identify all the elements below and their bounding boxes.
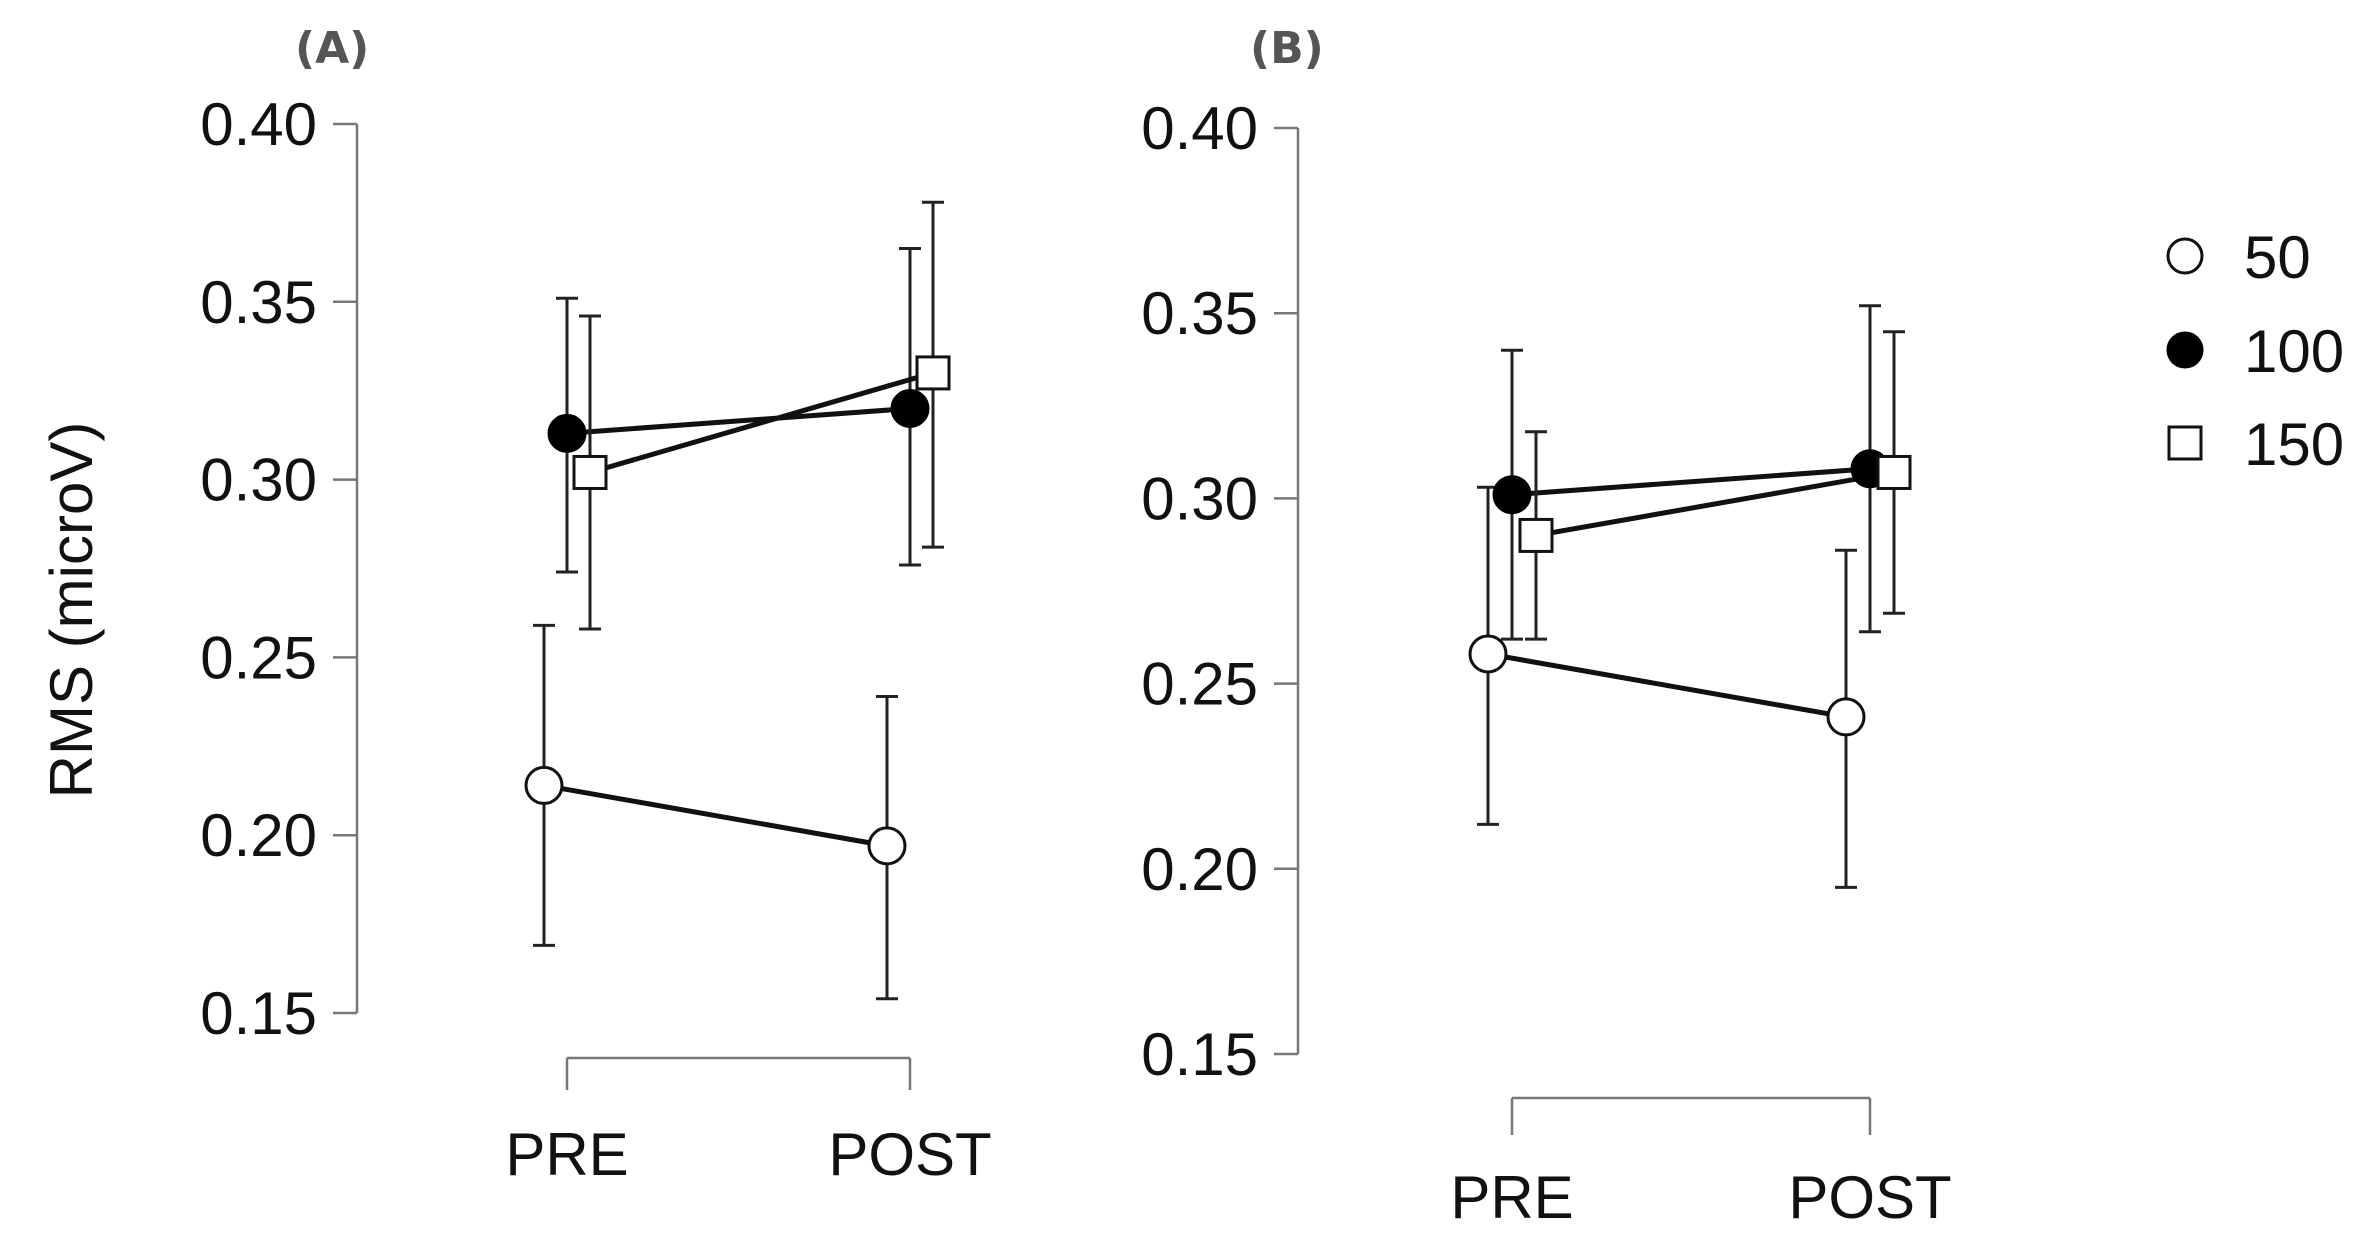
legend: 50 100 150: [2166, 224, 2344, 478]
panel-a-series-100-point-post: [890, 388, 930, 428]
panel-a-y-tick-label: 0.25: [200, 624, 317, 691]
panel-b-x-tick-label-pre: PRE: [1450, 1164, 1573, 1231]
panel-a-series-100-point-pre: [547, 413, 587, 453]
panel-a-series-150-point-post: [915, 355, 951, 391]
panel-a-series-100-line: [566, 405, 911, 436]
panel-b-marks: [1468, 304, 1912, 889]
panel-a-marks: [524, 200, 951, 1001]
legend-label-50: 50: [2244, 224, 2311, 291]
panel-a-series-150-point-pre: [572, 454, 608, 490]
panel-b-y-tick-label: 0.25: [1141, 651, 1258, 718]
panel-b-label: (B): [1250, 23, 1324, 74]
panel-b-axes: 0.15 0.20 0.25 0.30 0.35 0.40 PRE POST: [1141, 95, 1951, 1231]
panel-b-series-100-line: [1511, 466, 1871, 498]
panel-a-y-tick-label: 0.35: [200, 269, 317, 336]
panel-a: (A) RMS (microV) 0.15 0.20 0.25 0.30 0.35 0.4…: [38, 23, 992, 1188]
panel-b-y-tick-label: 0.35: [1141, 280, 1258, 347]
panel-a-y-tick-label: 0.40: [200, 91, 317, 158]
legend-marker-100: [2166, 331, 2204, 369]
panel-a-y-tick-label: 0.30: [200, 447, 317, 514]
panel-b-y-tick-label: 0.40: [1141, 95, 1258, 162]
panel-b-series-150-line: [1535, 470, 1895, 538]
legend-label-150: 150: [2244, 411, 2344, 478]
legend-marker-50: [2166, 237, 2204, 275]
panel-b-y-tick-label: 0.15: [1141, 1021, 1258, 1088]
panel-b-series-150-point-post: [1876, 454, 1912, 490]
panel-b-series-100-point-pre: [1492, 475, 1532, 515]
panel-a-x-tick-label-pre: PRE: [505, 1121, 628, 1188]
panel-a-series-50-point-post: [867, 826, 907, 866]
panel-b-y-tick-label: 0.30: [1141, 465, 1258, 532]
panel-b-series-50-point-pre: [1468, 634, 1508, 674]
panel-b: (B) 0.15 0.20 0.25 0.30 0.35 0.40 PRE POST: [1141, 23, 1951, 1231]
y-axis-label: RMS (microV): [38, 422, 105, 799]
panel-a-label: (A): [295, 23, 369, 74]
panel-b-x-tick-label-post: POST: [1788, 1164, 1951, 1231]
legend-label-100: 100: [2244, 318, 2344, 385]
panel-b-series-50-line: [1487, 651, 1847, 720]
panel-a-series-50-line: [543, 782, 888, 849]
panel-a-series-50-point-pre: [524, 765, 564, 805]
panel-a-x-tick-label-post: POST: [828, 1121, 991, 1188]
panel-a-series-150-line: [589, 370, 934, 475]
panel-b-series-150-point-pre: [1518, 517, 1554, 553]
panel-b-series-50-point-post: [1826, 697, 1866, 737]
panel-a-y-tick-label: 0.15: [200, 980, 317, 1047]
panel-a-axes: 0.15 0.20 0.25 0.30 0.35 0.40 PRE POST: [200, 91, 991, 1188]
panel-b-y-tick-label: 0.20: [1141, 836, 1258, 903]
panel-a-y-tick-label: 0.20: [200, 802, 317, 869]
legend-marker-150: [2167, 425, 2203, 461]
